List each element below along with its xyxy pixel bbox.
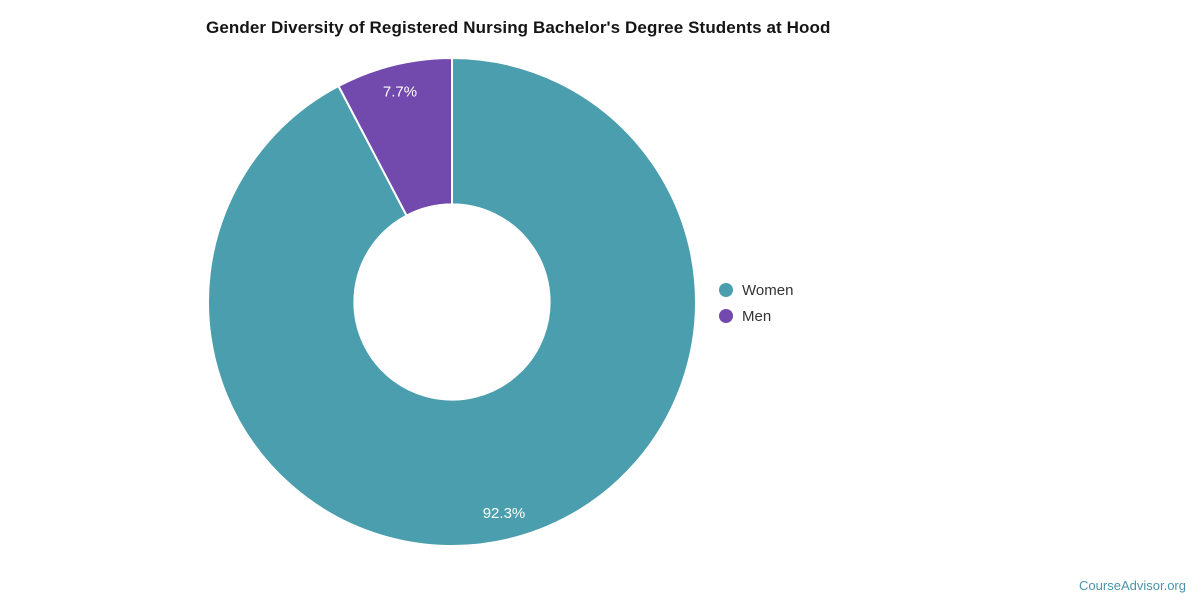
legend-marker-icon — [719, 309, 733, 323]
legend-marker-icon — [719, 283, 733, 297]
slice-men[interactable] — [337, 57, 453, 217]
legend-item-women[interactable]: Women — [719, 277, 793, 303]
slice-women[interactable] — [207, 57, 697, 547]
chart-legend: Women Men — [719, 277, 793, 329]
slice-label-men: 7.7% — [383, 84, 417, 101]
brand-link[interactable]: CourseAdvisor.org — [1079, 578, 1186, 593]
chart-title: Gender Diversity of Registered Nursing B… — [206, 18, 831, 37]
slice-label-women: 92.3% — [483, 505, 526, 522]
legend-item-men[interactable]: Men — [719, 303, 793, 329]
legend-item-label: Men — [742, 307, 772, 325]
legend-item-label: Women — [742, 281, 794, 299]
